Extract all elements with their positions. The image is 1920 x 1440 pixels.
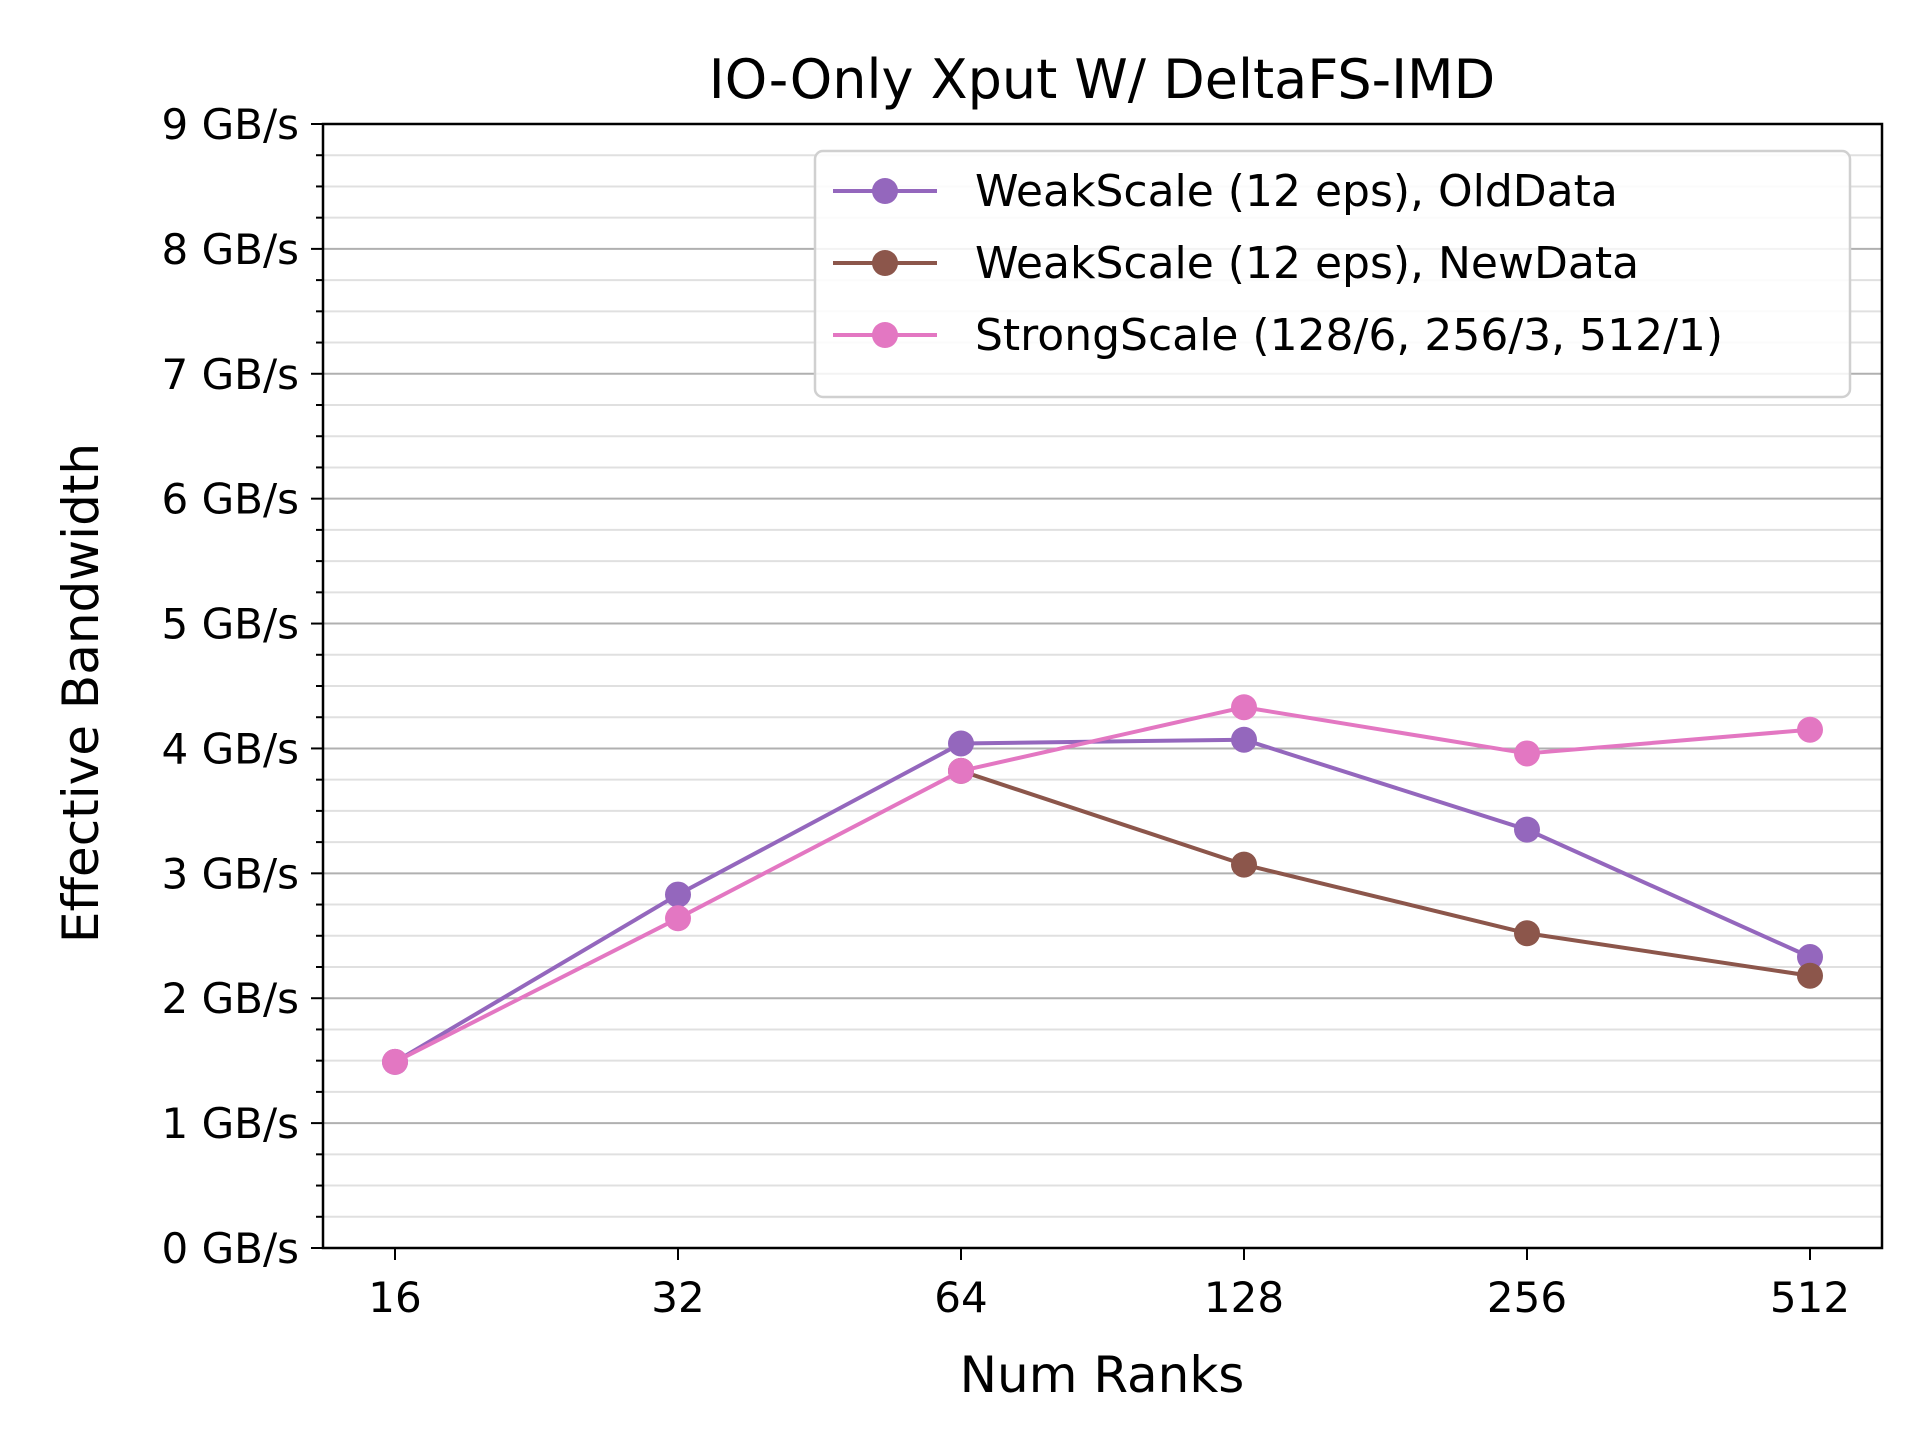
data-point <box>1231 694 1257 721</box>
x-tick-label: 64 <box>934 1273 987 1322</box>
legend-label: WeakScale (12 eps), OldData <box>975 166 1618 217</box>
chart-title: IO-Only Xput W/ DeltaFS-IMD <box>709 48 1495 111</box>
x-axis-label: Num Ranks <box>960 1346 1245 1404</box>
y-tick-label: 4 GB/s <box>162 724 299 773</box>
legend-label: WeakScale (12 eps), NewData <box>975 238 1639 289</box>
data-point <box>1797 962 1823 989</box>
legend-entry: WeakScale (12 eps), NewData <box>833 238 1639 289</box>
data-point <box>665 905 691 932</box>
y-tick-label: 3 GB/s <box>162 849 299 898</box>
data-point <box>1514 816 1540 843</box>
legend-entry: StrongScale (128/6, 256/3, 512/1) <box>833 310 1723 361</box>
data-point <box>665 881 691 908</box>
series-3 <box>382 694 1823 1075</box>
y-tick-label: 0 GB/s <box>162 1224 299 1273</box>
data-point <box>1797 716 1823 743</box>
data-point <box>1514 920 1540 947</box>
plot-frame <box>321 122 1884 1250</box>
legend-label: StrongScale (128/6, 256/3, 512/1) <box>975 310 1723 361</box>
data-point <box>382 1048 408 1075</box>
y-axis-label: Effective Bandwidth <box>52 443 110 943</box>
legend-box <box>813 149 1852 399</box>
series-layer <box>382 694 1823 1075</box>
y-tick-label: 5 GB/s <box>162 600 299 649</box>
legend-marker <box>872 250 898 276</box>
legend-entry: WeakScale (12 eps), OldData <box>833 166 1618 217</box>
data-point <box>1514 740 1540 767</box>
series-line <box>394 705 1811 1064</box>
x-tick-label: 16 <box>368 1273 421 1322</box>
y-tick-label: 6 GB/s <box>162 475 299 524</box>
y-tick-label: 7 GB/s <box>162 350 299 399</box>
y-tick-label: 8 GB/s <box>162 225 299 274</box>
x-tick-label: 32 <box>651 1273 704 1322</box>
series-line <box>960 769 1811 978</box>
x-tick-label: 256 <box>1487 1273 1567 1322</box>
axes: 0 GB/s 1 GB/s 2 GB/s 3 GB/s 4 GB/s 5 GB/s 6 GB… <box>162 100 1884 1322</box>
y-tick-label: 2 GB/s <box>162 974 299 1023</box>
data-point <box>1231 851 1257 878</box>
series-line <box>393 737 1811 1064</box>
y-tick-label: 1 GB/s <box>162 1099 299 1148</box>
legend-marker <box>872 178 898 204</box>
x-tick-label: 512 <box>1770 1273 1850 1322</box>
y-tick-label: 9 GB/s <box>162 100 299 149</box>
legend: WeakScale (12 eps), OldData WeakScale (12… <box>813 149 1852 399</box>
data-point <box>948 730 974 757</box>
x-tick-label: 128 <box>1204 1273 1284 1322</box>
data-point <box>1231 726 1257 753</box>
legend-marker <box>872 322 898 348</box>
data-point <box>948 757 974 784</box>
data-point <box>1797 944 1823 971</box>
